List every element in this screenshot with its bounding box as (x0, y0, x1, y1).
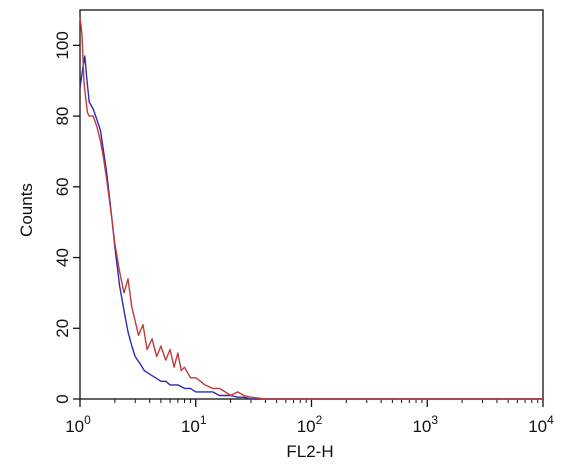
x-tick-label: 100 (65, 413, 91, 436)
series-line-2 (79, 17, 543, 400)
x-tick-label: 102 (297, 413, 323, 436)
series-layer (79, 17, 543, 400)
x-tick-label: 103 (412, 413, 438, 436)
x-tick-label: 104 (528, 413, 554, 436)
y-tick-label: 0 (53, 394, 72, 403)
y-tick-label: 40 (53, 248, 72, 267)
x-tick-label: 101 (181, 413, 207, 436)
y-tick-label: 100 (53, 31, 72, 59)
y-tick-label: 60 (53, 177, 72, 196)
series-line-1 (79, 55, 543, 400)
y-axis-title: Counts (17, 183, 36, 237)
y-tick-label: 20 (53, 319, 72, 338)
plot-frame (79, 9, 544, 400)
x-axis: 100 101 102 103 104 (65, 399, 554, 436)
x-axis-title: FL2-H (286, 442, 333, 461)
y-axis: 0 20 40 60 80 100 (53, 31, 80, 404)
y-tick-label: 80 (53, 107, 72, 126)
